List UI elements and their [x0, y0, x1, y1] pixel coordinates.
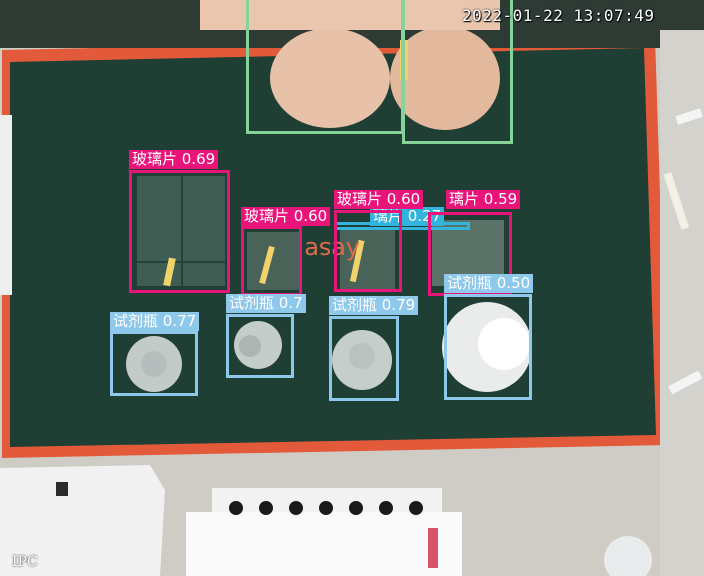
rack-hole [229, 501, 243, 515]
mat-lettering: ʎɐsɐ [304, 236, 360, 264]
glass-slide-detection-box [334, 210, 402, 292]
slide-paper-strip [259, 245, 275, 285]
paper-strip-a [675, 108, 703, 125]
rack-hole [289, 501, 303, 515]
glass-slide-3 [340, 227, 395, 289]
glass-slide-detection-label: 璃片 0.59 [446, 190, 521, 209]
hand-left [270, 28, 390, 128]
slide-paper-strip [163, 257, 176, 287]
hand-right [390, 26, 500, 130]
reagent-bottle-detection-box [110, 331, 198, 396]
reagent-bottle-detection-label: 试剂瓶 0.79 [329, 296, 419, 315]
glass-slide-detection-label: 玻璃片 0.69 [129, 150, 219, 169]
rack-hole [409, 501, 423, 515]
glass-slide-2 [247, 232, 299, 290]
reagent-bottle-detection-label: 试剂瓶 0.77 [110, 312, 200, 331]
slide-paper-strip [349, 239, 365, 283]
plastic-tray [0, 465, 165, 576]
corner-bottle [604, 536, 652, 576]
forearm [200, 0, 500, 30]
rack-hole [319, 501, 333, 515]
glass-slide-detection-label: 玻璃片 0.60 [241, 207, 331, 226]
rack-tube-red [428, 528, 438, 568]
rack-hole [379, 501, 393, 515]
right-bench [660, 30, 704, 576]
paper-strip-c [668, 370, 703, 395]
reagent-bottle-detection-box [226, 314, 294, 378]
reagent-bottle-1-neck [141, 351, 167, 377]
reagent-bottle-2-neck [239, 335, 261, 357]
rack-hole [259, 501, 273, 515]
hand-detection-box [402, 0, 513, 144]
reagent-bottle-detection-box [329, 316, 399, 401]
reagent-bottle-3-neck [349, 343, 375, 369]
camera-tag: IPC [12, 554, 38, 570]
left-wall [0, 115, 12, 295]
tube-rack-front [186, 512, 462, 576]
glass-slide-detection-box [241, 226, 302, 296]
reagent-bottle-detection-box [444, 294, 532, 400]
glass-slide-detection-label: 玻璃片 0.60 [334, 190, 424, 209]
reagent-bottle-4-cap [478, 318, 530, 370]
reagent-bottle-detection-label: 试剂瓶 0.7 [226, 294, 306, 313]
hand-detection-box [246, 0, 404, 134]
rack-hole [349, 501, 363, 515]
reagent-bottle-detection-label: 试剂瓶 0.50 [444, 274, 534, 293]
tray-slot [56, 482, 68, 496]
paper-strip-b [663, 172, 690, 230]
camera-timestamp: 2022-01-22 13:07:49 [462, 6, 655, 25]
glass-slide-detection-box [129, 170, 230, 293]
